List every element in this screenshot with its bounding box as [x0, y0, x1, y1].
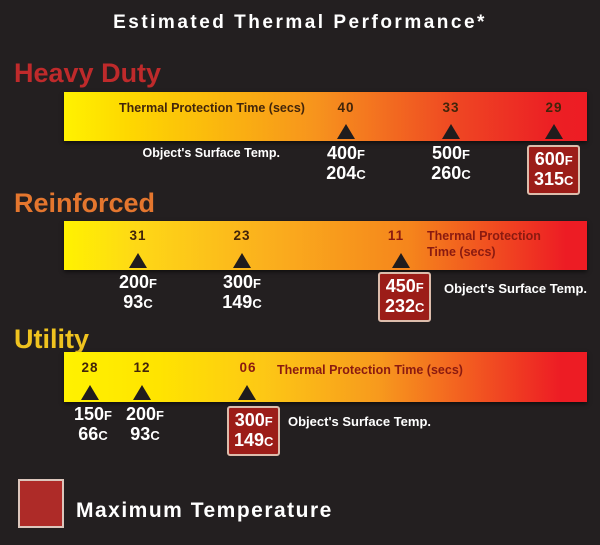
protection-time-value: 23	[233, 228, 251, 243]
section-title-heavy-duty: Heavy Duty	[14, 58, 162, 88]
unit-f: F	[564, 153, 573, 168]
unit-c: C	[461, 167, 471, 182]
unit-f: F	[357, 147, 365, 162]
unit-c: C	[356, 167, 366, 182]
protection-time-value: 06	[239, 360, 257, 375]
gradient-bar-reinforced: 31 23 11 Thermal Protection Time (secs)	[64, 221, 587, 270]
protection-time-label: Thermal Protection Time (secs)	[427, 229, 541, 259]
marker-triangle-icon	[133, 385, 151, 400]
unit-c: C	[264, 434, 274, 449]
max-temp-label: 300F 149C	[227, 406, 281, 456]
marker-triangle-icon	[392, 253, 410, 268]
unit-f: F	[253, 276, 261, 291]
protection-time-label: Thermal Protection Time (secs)	[277, 363, 463, 377]
protection-time-value: 12	[133, 360, 151, 375]
protection-time-label: Thermal Protection Time (secs)	[119, 101, 305, 115]
unit-f: F	[415, 280, 424, 295]
chart-title: Estimated Thermal Performance*	[113, 12, 487, 33]
surface-temp-label: 200F 93C	[119, 272, 157, 312]
max-temperature-swatch	[18, 479, 64, 528]
surface-temp-label: 200F 93C	[126, 404, 164, 444]
protection-time-value: 28	[81, 360, 99, 375]
section-title-utility: Utility	[14, 324, 90, 354]
marker-triangle-icon	[129, 253, 147, 268]
gradient-bar-utility: 28 12 06 Thermal Protection Time (secs)	[64, 352, 587, 402]
protection-time-value: 33	[442, 100, 460, 115]
marker-triangle-icon	[81, 385, 99, 400]
marker-triangle-icon	[238, 385, 256, 400]
marker-triangle-icon	[442, 124, 460, 139]
protection-time-value: 31	[129, 228, 147, 243]
unit-f: F	[149, 276, 157, 291]
unit-f: F	[264, 414, 273, 429]
unit-f: F	[156, 408, 164, 423]
unit-f: F	[104, 408, 112, 423]
protection-time-value: 40	[337, 100, 355, 115]
marker-triangle-icon	[337, 124, 355, 139]
unit-c: C	[564, 173, 574, 188]
unit-c: C	[98, 428, 108, 443]
protection-time-value: 29	[545, 100, 563, 115]
unit-c: C	[143, 296, 153, 311]
surface-temp-label: 400F 204C	[326, 143, 366, 183]
max-temp-label: 450F 232C	[378, 272, 432, 322]
surface-temp-label: 500F 260C	[431, 143, 471, 183]
surface-temp-label: 150F 66C	[74, 404, 112, 444]
section-title-reinforced: Reinforced	[14, 188, 156, 218]
surface-temp-caption: Object's Surface Temp.	[288, 414, 432, 429]
unit-c: C	[252, 296, 262, 311]
protection-time-value: 11	[387, 228, 405, 243]
marker-triangle-icon	[545, 124, 563, 139]
surface-temp-caption: Object's Surface Temp.	[444, 281, 588, 296]
gradient-bar-heavy-duty: Thermal Protection Time (secs) 40 33 29	[64, 92, 587, 141]
unit-c: C	[150, 428, 160, 443]
legend-label: Maximum Temperature	[76, 499, 333, 522]
marker-triangle-icon	[233, 253, 251, 268]
surface-temp-caption: Object's Surface Temp.	[142, 146, 280, 160]
max-temp-label: 600F 315C	[527, 145, 581, 195]
surface-temp-label: 300F 149C	[222, 272, 262, 312]
unit-f: F	[462, 147, 470, 162]
unit-c: C	[415, 300, 425, 315]
